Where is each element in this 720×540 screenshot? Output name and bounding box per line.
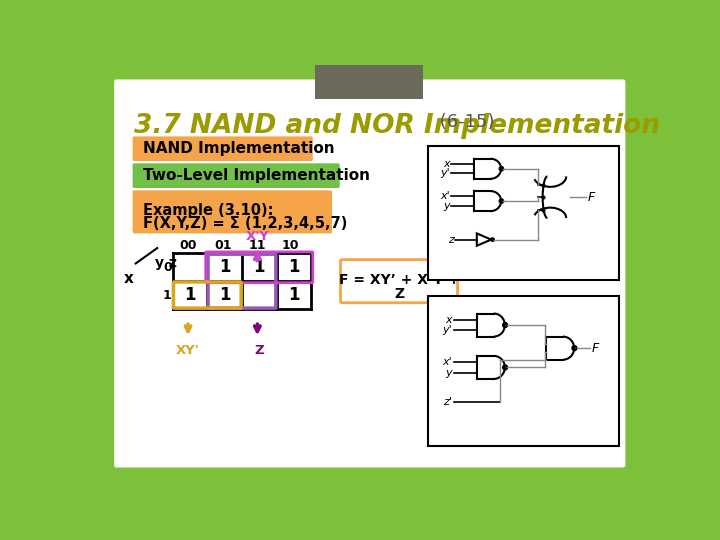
Text: y: y: [444, 201, 450, 211]
Text: (6-15): (6-15): [434, 112, 495, 131]
Text: 1: 1: [253, 258, 265, 276]
Text: y': y': [443, 326, 452, 335]
Text: y': y': [440, 168, 450, 178]
FancyBboxPatch shape: [341, 260, 457, 303]
FancyBboxPatch shape: [114, 79, 626, 468]
Text: Z: Z: [394, 287, 404, 301]
Text: 1: 1: [288, 258, 300, 276]
Text: y: y: [446, 368, 452, 378]
Text: 1: 1: [184, 286, 196, 304]
Text: 10: 10: [282, 239, 300, 252]
Text: Example (3.10):: Example (3.10):: [143, 202, 274, 218]
Bar: [315, 65, 423, 99]
Text: 11: 11: [248, 239, 266, 252]
FancyBboxPatch shape: [132, 137, 312, 161]
Text: x': x': [443, 357, 452, 367]
Text: 1: 1: [288, 286, 300, 304]
Text: z: z: [448, 234, 454, 245]
Text: 1: 1: [219, 286, 230, 304]
Text: XY': XY': [176, 343, 200, 356]
Text: F = XY’ + X’Y +: F = XY’ + X’Y +: [338, 273, 459, 287]
Text: 1: 1: [219, 258, 230, 276]
Text: Z: Z: [255, 343, 264, 356]
Text: Two-Level Implementation: Two-Level Implementation: [143, 168, 370, 183]
Text: NAND Implementation: NAND Implementation: [143, 141, 335, 156]
Bar: [428, 146, 619, 280]
Text: F: F: [588, 191, 595, 204]
FancyBboxPatch shape: [132, 190, 332, 233]
Text: 00: 00: [179, 239, 197, 252]
FancyBboxPatch shape: [132, 164, 340, 188]
Text: F(X,Y,Z) = Σ (1,2,3,4,5,7): F(X,Y,Z) = Σ (1,2,3,4,5,7): [143, 217, 348, 232]
Bar: [428, 296, 619, 446]
Text: z': z': [444, 397, 452, 407]
Text: 01: 01: [214, 239, 231, 252]
Text: 1: 1: [163, 289, 171, 302]
Text: x: x: [124, 272, 134, 286]
Text: x: x: [446, 315, 452, 325]
Text: F: F: [592, 342, 599, 355]
Text: x: x: [444, 159, 450, 169]
Text: x': x': [440, 192, 450, 201]
Text: 0: 0: [163, 261, 171, 274]
Text: 3.7 NAND and NOR Implementation: 3.7 NAND and NOR Implementation: [134, 112, 660, 139]
Text: X'Y: X'Y: [246, 231, 269, 244]
Text: y z: y z: [155, 256, 177, 270]
